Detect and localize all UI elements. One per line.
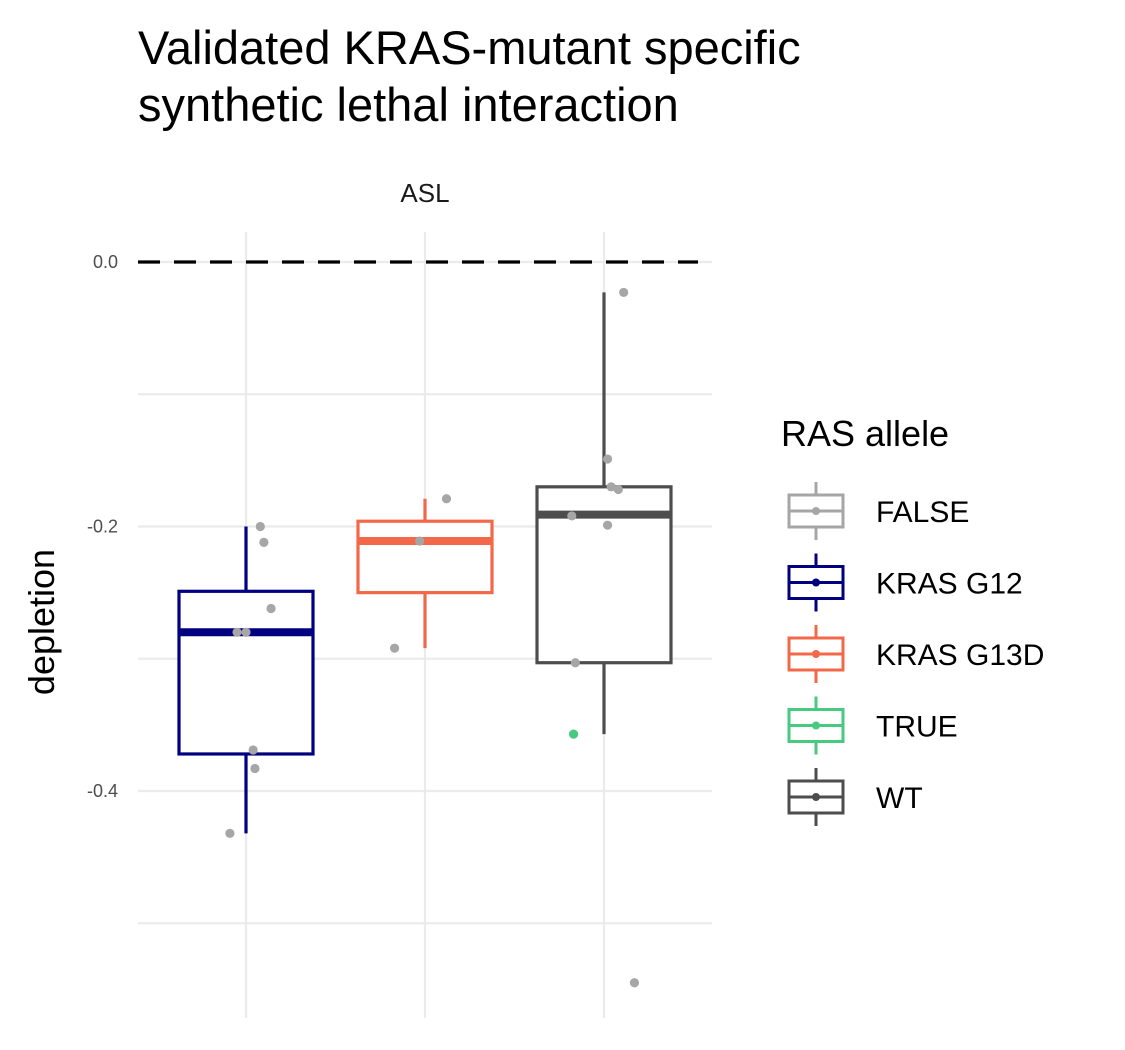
y-tick-label-1: -0.2 xyxy=(87,517,118,537)
jitter-points-layer xyxy=(225,287,640,988)
data-point-6 xyxy=(259,537,269,547)
legend-item-kras-g13d: KRAS G13D xyxy=(787,625,1044,683)
y-tick-label-2: -0.4 xyxy=(87,781,118,801)
data-point-1 xyxy=(232,627,242,637)
data-point-14 xyxy=(602,454,613,464)
box-iqr xyxy=(177,589,315,756)
legend-key-point xyxy=(812,578,820,587)
data-point-16 xyxy=(606,482,616,492)
y-tick-label-0: 0.0 xyxy=(93,252,118,272)
data-point-9 xyxy=(415,536,425,546)
data-point-8 xyxy=(389,643,400,653)
legend-label: WT xyxy=(876,782,923,815)
legend-item-wt: WT xyxy=(787,768,923,826)
data-point-0 xyxy=(225,828,235,838)
legend-label: KRAS G12 xyxy=(876,568,1023,601)
legend-key-point xyxy=(812,793,820,801)
chart-title-line-1: Validated KRAS-mutant specific xyxy=(138,21,801,74)
legend-key-point xyxy=(812,650,820,658)
data-point-19 xyxy=(629,978,640,988)
data-point-15 xyxy=(602,520,613,530)
data-point-11 xyxy=(567,511,577,521)
legend-item-true: TRUE xyxy=(787,696,958,755)
box-wt xyxy=(535,292,673,735)
legend-item-false: FALSE xyxy=(787,482,969,540)
y-axis-tick-labels: 0.0 -0.2 -0.4 xyxy=(87,252,118,801)
legend: FALSE KRAS G12 KRAS G13D TRUE WT xyxy=(787,482,1044,826)
box-kras-g12 xyxy=(177,526,315,834)
legend-label: TRUE xyxy=(876,711,958,744)
legend-title: RAS allele xyxy=(781,413,949,454)
box-kras-g13d xyxy=(356,498,494,649)
box-iqr xyxy=(356,519,494,595)
legend-label: FALSE xyxy=(876,496,969,529)
data-point-17 xyxy=(613,484,623,495)
facet-strip-label: ASL xyxy=(400,178,449,208)
legend-key-point xyxy=(812,721,820,730)
data-point-2 xyxy=(241,627,251,637)
y-axis-title: depletion xyxy=(21,549,62,695)
data-point-13 xyxy=(568,729,579,739)
data-point-18 xyxy=(619,287,629,298)
legend-label: KRAS G13D xyxy=(876,639,1044,672)
chart-title-line-2: synthetic lethal interaction xyxy=(138,78,679,131)
legend-item-kras-g12: KRAS G12 xyxy=(787,553,1023,612)
data-point-5 xyxy=(255,521,265,532)
data-point-10 xyxy=(441,494,452,504)
boxplot-layer xyxy=(177,292,673,834)
data-point-7 xyxy=(266,603,276,614)
legend-key-point xyxy=(812,507,820,515)
data-point-12 xyxy=(570,658,580,668)
data-point-3 xyxy=(248,745,258,755)
data-point-4 xyxy=(250,763,260,774)
